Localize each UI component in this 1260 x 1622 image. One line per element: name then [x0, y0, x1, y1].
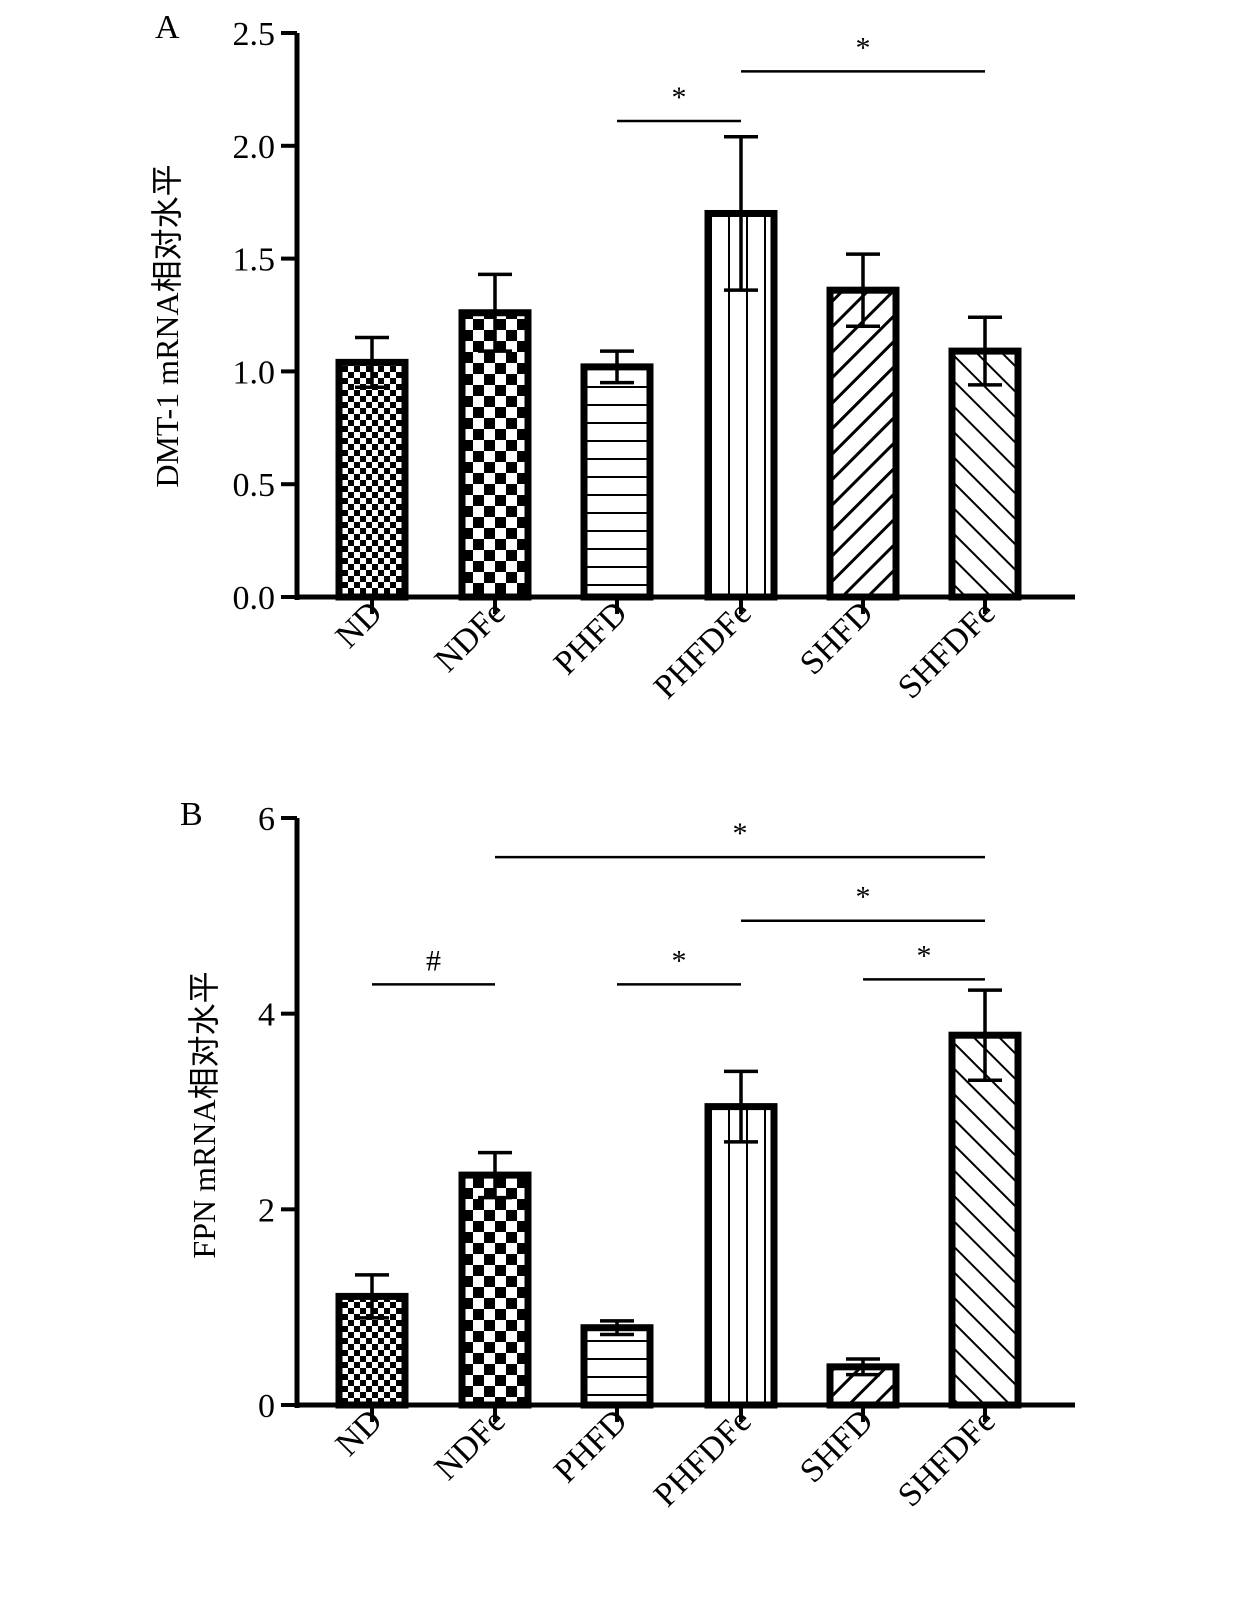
panel-a-significance-1: * [741, 31, 985, 73]
panel-b-significance-1: * [617, 944, 741, 986]
panel-a-x-tick-label-phfd: PHFD [547, 594, 635, 682]
panel-a-y-tick-label: 0.0 [233, 580, 276, 617]
significance-marker: * [733, 817, 748, 850]
panel-b-bar-phfdfe [704, 1103, 778, 1409]
panel-b-x-tick-label-ndfe: NDFe [428, 1402, 513, 1487]
panel-a-x-tick-label-shfdfe: SHFDFe [891, 594, 1003, 706]
panel-b-x-tick-label-shfd: SHFD [793, 1402, 881, 1490]
panel-b-bar-ndfe [458, 1171, 532, 1409]
panel-a-error-bar-phfd [600, 349, 634, 385]
panel-a-bar-shfdfe [948, 347, 1022, 601]
panel-b-bar-shfdfe [948, 1031, 1022, 1409]
panel-a-error-bar-shfdfe [968, 315, 1002, 387]
significance-marker: * [917, 939, 932, 972]
panel-a-bar-phfd [580, 363, 654, 601]
significance-marker: * [672, 944, 687, 977]
panel-b-chart: B FPN mRNA相对水平 0 2 4 6 ND NDFe PHFD PHFDFe SHFD S… [180, 796, 1075, 1514]
panel-b-y-tick-label: 6 [258, 801, 275, 838]
panel-b-x-tick-label-phfd: PHFD [547, 1402, 635, 1490]
panel-b-bar-phfd [580, 1324, 654, 1409]
panel-b-y-tick-label: 2 [258, 1192, 275, 1229]
panel-a-label: A [155, 9, 180, 46]
panel-a-y-tick-label: 2.5 [233, 16, 276, 53]
panel-a-y-tick-label: 1.0 [233, 354, 276, 391]
panel-b-x-tick-label-phfdfe: PHFDFe [647, 1402, 759, 1514]
panel-b-significance-2: * [863, 939, 985, 981]
panel-b-error-bar-nd [355, 1273, 389, 1320]
panel-b-significance-4: * [495, 817, 985, 859]
panel-a-error-bar-ndfe [478, 272, 512, 353]
panel-a-x-tick-label-ndfe: NDFe [428, 594, 513, 679]
panel-b-error-bar-phfd [600, 1319, 634, 1337]
panel-b-error-bar-shfd [846, 1357, 880, 1377]
panel-a-significance-0: * [617, 81, 741, 123]
significance-marker: * [856, 881, 871, 914]
significance-marker: # [426, 944, 441, 977]
panel-b-y-axis-label: FPN mRNA相对水平 [186, 971, 222, 1258]
panel-b-significance-3: * [741, 881, 985, 922]
significance-marker: * [672, 81, 687, 114]
panel-a-bar-nd [335, 358, 409, 601]
panel-a-y-tick-label: 2.0 [233, 129, 276, 166]
panel-a-error-bar-shfd [846, 252, 880, 329]
panel-b-y-tick-label: 0 [258, 1388, 275, 1425]
panel-a-chart: A DMT-1 mRNA相对水平 0.0 0.5 1.0 1.5 2.0 2.5 ND NDF… [149, 9, 1075, 706]
panel-a-bar-ndfe [458, 309, 532, 601]
panel-a-error-bar-nd [355, 335, 389, 389]
panel-b-x-tick-label-nd: ND [329, 1402, 390, 1463]
panel-a-y-tick-label: 0.5 [233, 467, 276, 504]
significance-marker: * [856, 31, 871, 64]
panel-b-error-bar-ndfe [478, 1150, 512, 1200]
panel-b-significance-0: # [372, 944, 495, 986]
panel-a-bar-shfd [826, 286, 900, 601]
panel-a-error-bar-phfdfe [724, 135, 758, 292]
panel-a-y-axis-label: DMT-1 mRNA相对水平 [149, 164, 185, 487]
panel-b-error-bar-shfdfe [968, 988, 1002, 1082]
panel-b-label: B [180, 796, 203, 833]
panel-a-x-tick-label-nd: ND [329, 594, 390, 655]
panel-b-error-bar-phfdfe [724, 1069, 758, 1144]
panel-b-y-tick-label: 4 [258, 997, 275, 1034]
panel-a-x-tick-label-shfd: SHFD [793, 594, 881, 682]
panel-b-x-tick-label-shfdfe: SHFDFe [891, 1402, 1003, 1514]
panel-a-x-tick-label-phfdfe: PHFDFe [647, 594, 759, 706]
panel-a-y-tick-label: 1.5 [233, 242, 276, 279]
